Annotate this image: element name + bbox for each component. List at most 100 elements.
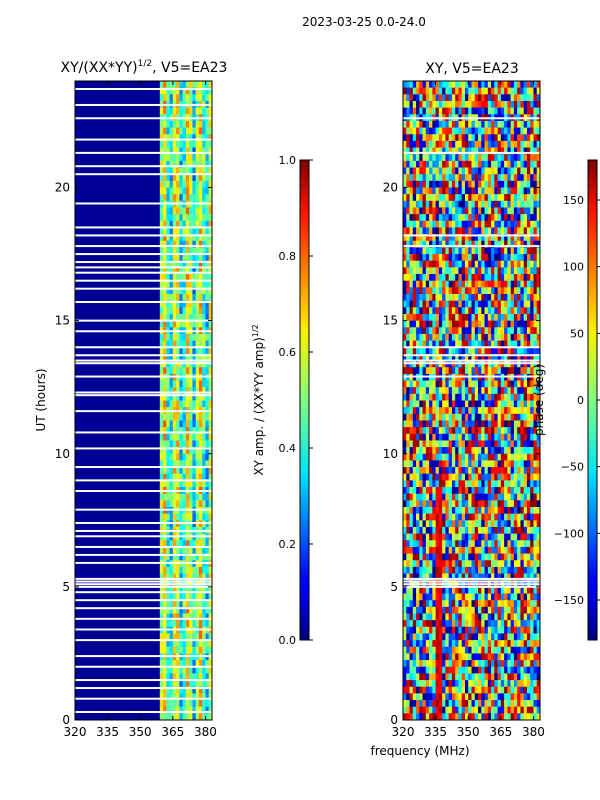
phase-cell <box>478 107 482 115</box>
phase-cell <box>406 187 410 195</box>
amp-cell <box>205 274 210 281</box>
amp-cell <box>172 540 177 548</box>
phase-cell <box>403 420 407 428</box>
amp-cell <box>172 513 177 521</box>
amp-cell <box>182 187 187 195</box>
amp-cell <box>179 240 183 248</box>
amp-cell <box>198 640 203 648</box>
phase-cell <box>438 160 443 168</box>
amp-cell <box>159 460 164 468</box>
phase-cell <box>517 586 521 594</box>
amp-cell <box>172 633 177 641</box>
phase-cell <box>458 167 463 175</box>
phase-cell <box>491 147 495 155</box>
phase-cell <box>481 513 485 521</box>
amp-cell <box>169 713 174 721</box>
phase-cell <box>530 280 534 288</box>
phase-cell <box>513 194 518 202</box>
phase-cell <box>432 546 436 554</box>
phase-cell <box>455 586 459 594</box>
phase-cell <box>510 81 515 88</box>
phase-cell <box>412 94 417 102</box>
amp-cell <box>198 234 203 242</box>
phase-cell <box>432 467 436 475</box>
phase-cell <box>442 606 446 614</box>
phase-cell <box>507 487 511 494</box>
phase-cell <box>403 520 407 528</box>
amp-cell <box>169 440 174 448</box>
phase-cell <box>513 347 518 355</box>
phase-cell <box>461 347 466 355</box>
phase-cell <box>530 566 534 574</box>
amp-cell <box>185 287 190 295</box>
phase-cell <box>504 427 508 435</box>
phase-cell <box>474 200 479 208</box>
amp-cell <box>169 600 174 608</box>
phase-cell <box>438 553 443 561</box>
amp-cell <box>166 160 170 168</box>
amp-cell <box>163 606 167 614</box>
phase-cell <box>494 81 498 88</box>
phase-cell <box>406 307 410 315</box>
phase-cell <box>416 413 420 421</box>
amp-cell <box>185 393 190 401</box>
phase-cell <box>468 100 472 108</box>
phase-cell <box>530 174 534 182</box>
phase-cell <box>409 81 414 88</box>
phase-cell <box>409 307 414 315</box>
amp-cell <box>163 353 167 361</box>
phase-cell <box>523 127 528 135</box>
phase-cell <box>435 407 440 415</box>
phase-cell <box>419 100 423 108</box>
phase-cell <box>533 167 538 175</box>
phase-cell <box>491 453 495 461</box>
phase-cell <box>435 593 440 601</box>
phase-cell <box>474 274 479 281</box>
phase-cell <box>491 154 495 162</box>
phase-cell <box>406 200 410 208</box>
phase-cell <box>507 447 511 455</box>
phase-cell <box>458 87 463 95</box>
phase-cell <box>416 400 420 408</box>
phase-cell <box>513 480 518 488</box>
phase-cell <box>494 167 498 175</box>
amp-cell <box>195 613 200 621</box>
amp-cell <box>189 94 193 102</box>
phase-cell <box>484 174 489 182</box>
amp-cell <box>208 573 213 581</box>
phase-cell <box>458 294 463 301</box>
amp-cell <box>189 294 193 301</box>
phase-cell <box>471 254 476 262</box>
phase-cell <box>455 420 459 428</box>
phase-cell <box>481 194 485 202</box>
amp-cell <box>208 280 213 288</box>
amp-cell <box>195 274 200 281</box>
phase-cell <box>406 447 410 455</box>
phase-cell <box>455 127 459 135</box>
phase-cell <box>451 300 456 308</box>
phase-cell <box>409 260 414 268</box>
phase-cell <box>513 586 518 594</box>
amp-cell <box>179 640 183 648</box>
phase-cell <box>536 107 541 115</box>
amp-cell <box>159 613 164 621</box>
phase-cell <box>425 526 430 534</box>
amp-cell <box>189 180 193 188</box>
phase-cell <box>474 473 479 481</box>
amp-cell <box>159 480 164 488</box>
phase-cell <box>442 327 446 335</box>
phase-cell <box>533 234 538 242</box>
phase-cell <box>464 160 469 168</box>
amp-cell <box>163 333 167 341</box>
phase-cell <box>403 234 407 242</box>
phase-cell <box>474 507 479 514</box>
phase-cell <box>432 453 436 461</box>
phase-cell <box>526 200 531 208</box>
phase-cell <box>442 140 446 148</box>
amp-cell <box>192 606 196 614</box>
phase-cell <box>458 174 463 182</box>
amp-cell <box>185 480 190 488</box>
phase-cell <box>464 307 469 315</box>
phase-cell <box>451 560 456 568</box>
phase-cell <box>533 440 538 448</box>
